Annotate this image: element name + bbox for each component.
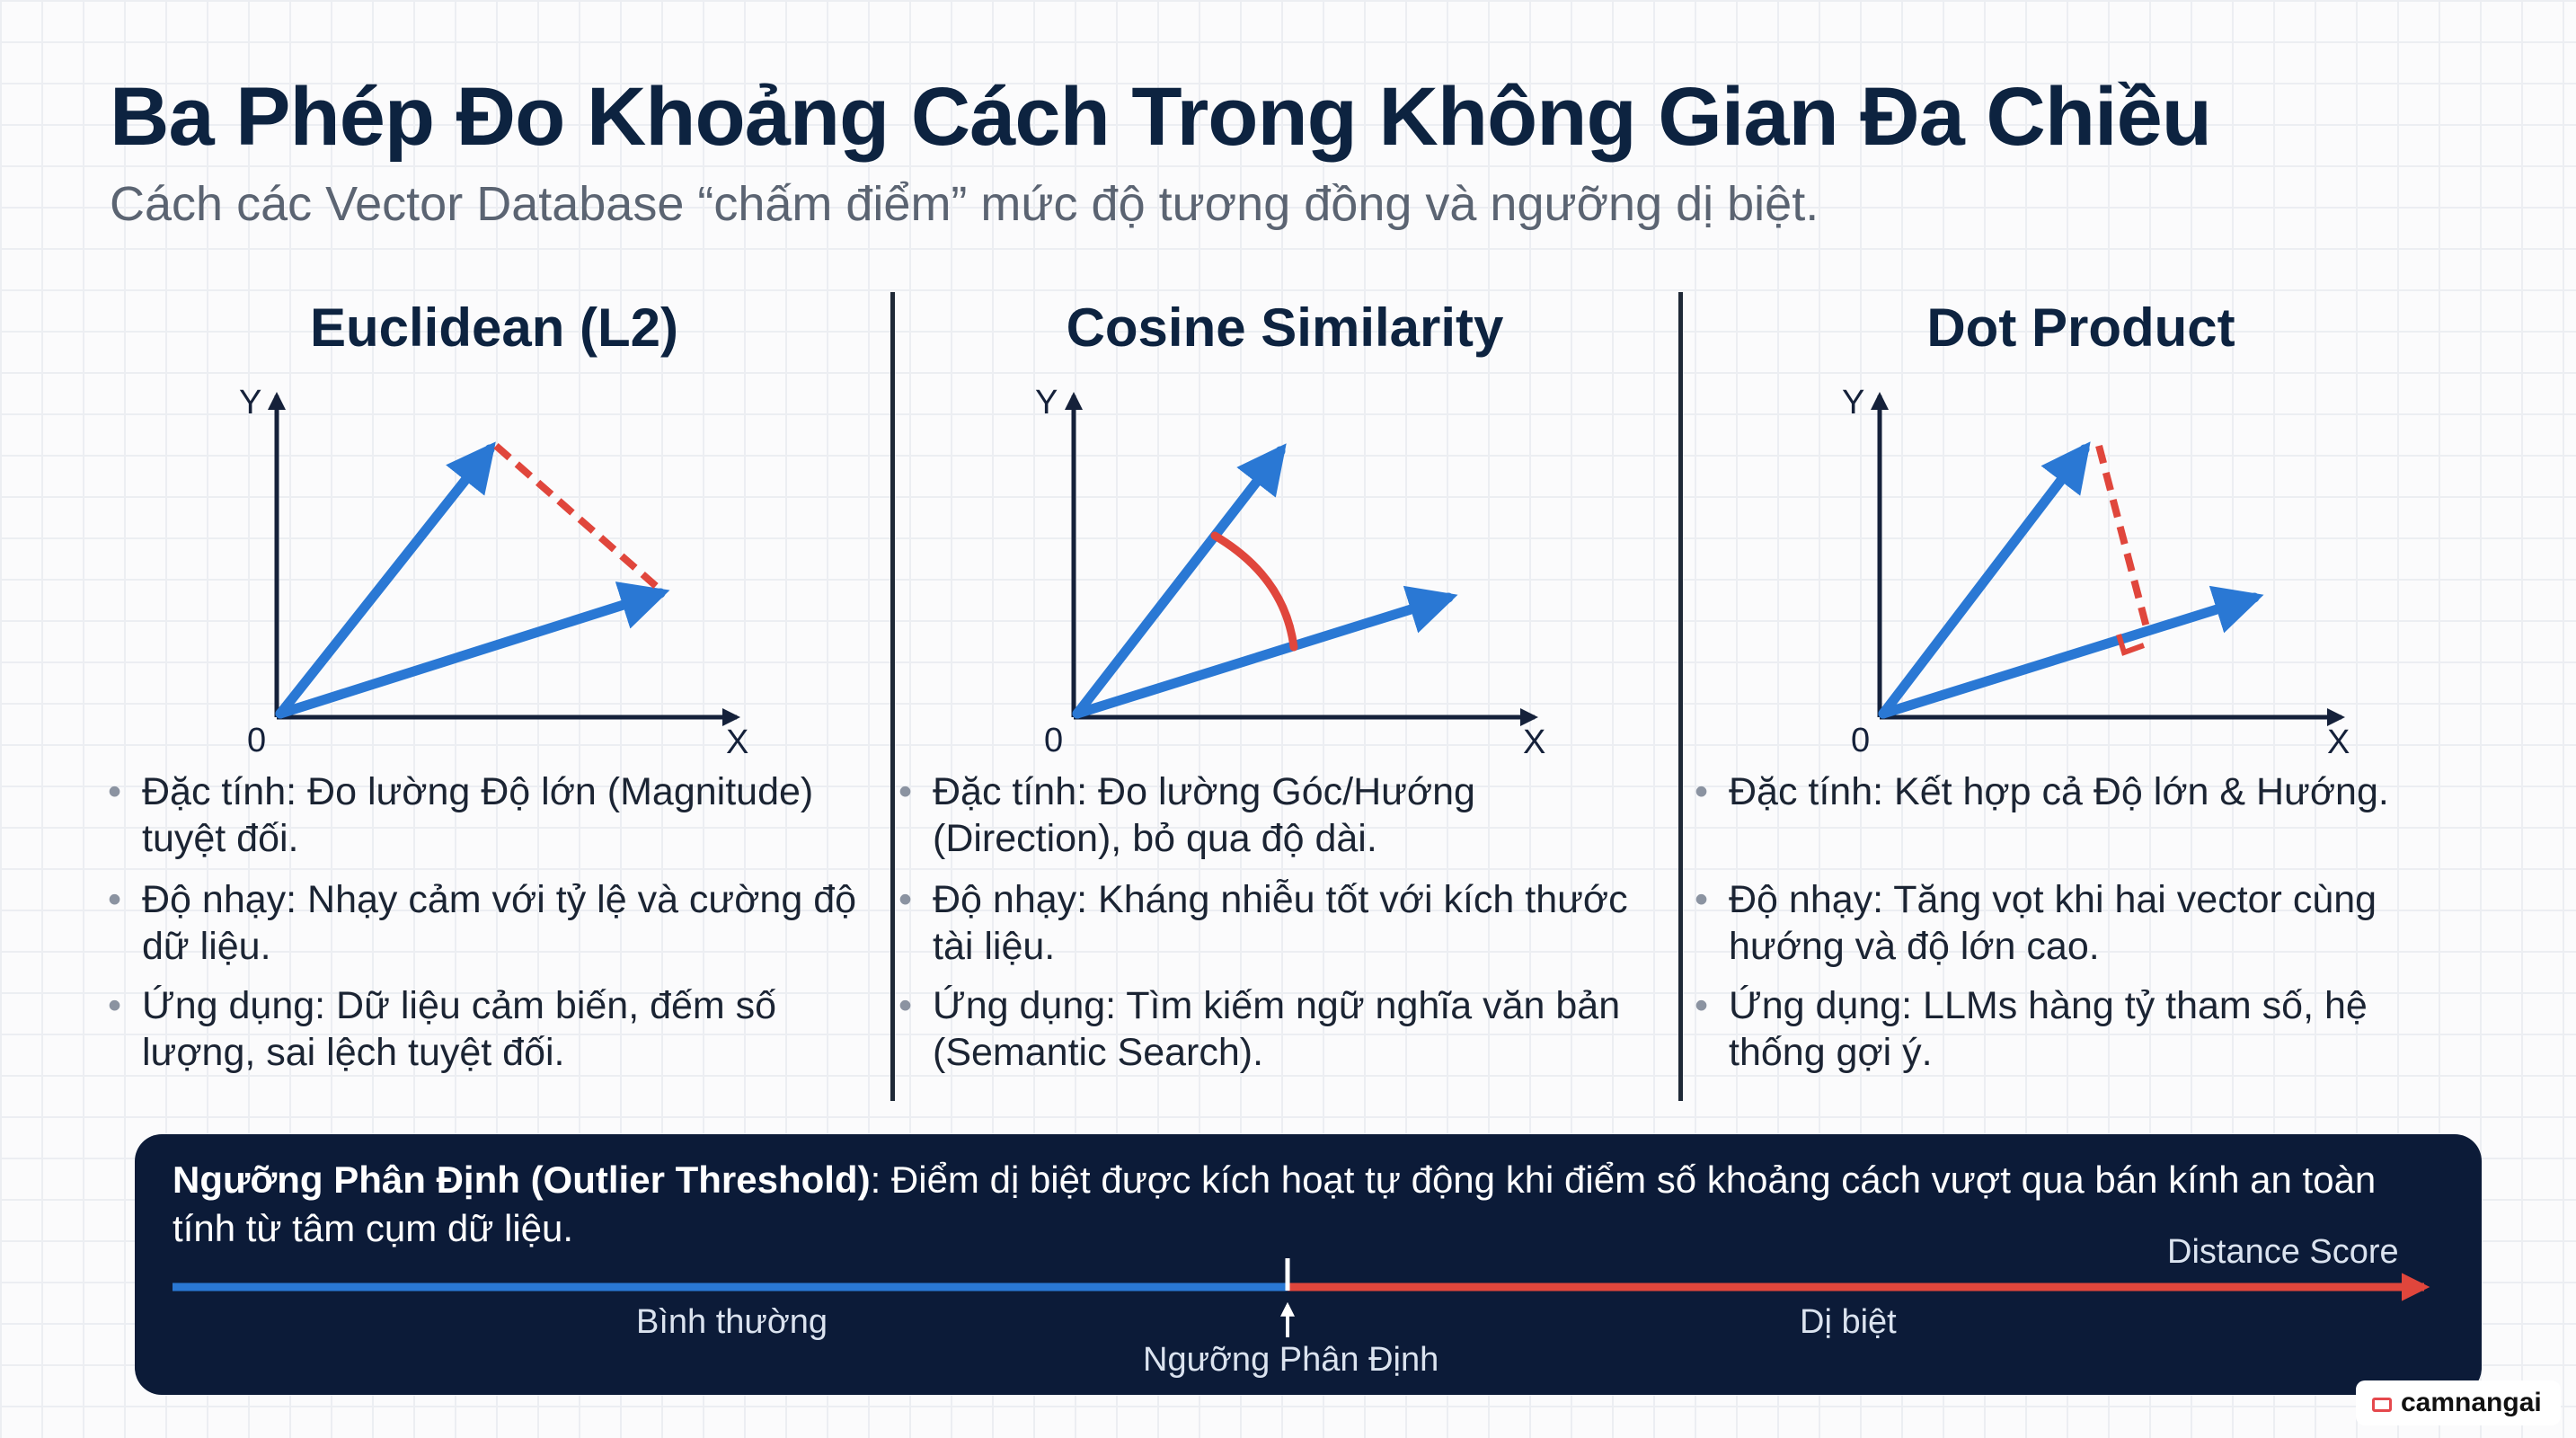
list-item: Độ nhạy: Nhạy cảm với tỷ lệ và cường độ … bbox=[108, 876, 879, 970]
y-axis-label: Y bbox=[1035, 384, 1058, 422]
distance-score-label: Distance Score bbox=[2167, 1233, 2399, 1271]
x-axis-label: X bbox=[1523, 723, 1545, 755]
panel-title: Dot Product bbox=[1926, 297, 2235, 358]
cosine-diagram: Y X 0 bbox=[1035, 384, 1545, 755]
projection-line bbox=[2095, 444, 2150, 629]
list-item: Đặc tính: Kết hợp cả Độ lớn & Hướng. bbox=[1695, 768, 2465, 815]
watermark-badge: camnangai bbox=[2356, 1380, 2561, 1425]
x-axis-label: X bbox=[2327, 723, 2350, 755]
origin-label: 0 bbox=[1851, 722, 1870, 755]
panel-title: Euclidean (L2) bbox=[309, 297, 679, 358]
threshold-description: Ngưỡng Phân Định (Outlier Threshold): Đi… bbox=[173, 1156, 2401, 1253]
outlier-label: Dị biệt bbox=[1800, 1303, 1897, 1341]
dot-product-diagram: Y X 0 bbox=[1842, 384, 2350, 755]
right-angle-mark bbox=[2116, 634, 2146, 656]
panel-cosine: Cosine Similarity Y X 0 Đặc tính: Đo lườ… bbox=[899, 297, 1671, 1096]
list-item: Đặc tính: Đo lường Độ lớn (Magnitude) tu… bbox=[108, 768, 879, 862]
threshold-marker-label: Ngưỡng Phân Định bbox=[1143, 1341, 1439, 1379]
euclidean-diagram: Y X 0 bbox=[239, 384, 748, 755]
list-item: Ứng dụng: LLMs hàng tỷ tham số, hệ thống… bbox=[1695, 982, 2465, 1076]
panel-dot-product: Dot Product Y X 0 Đặc tính: Kết hợp cả Đ… bbox=[1695, 297, 2467, 1096]
y-axis-label: Y bbox=[239, 384, 261, 422]
list-item: Ứng dụng: Tìm kiếm ngữ nghĩa văn bản (Se… bbox=[899, 982, 1669, 1076]
threshold-banner: Ngưỡng Phân Định (Outlier Threshold): Đi… bbox=[135, 1134, 2482, 1395]
vector-a bbox=[1072, 443, 1287, 719]
badge-text: camnangai bbox=[2401, 1388, 2542, 1417]
divider bbox=[1678, 292, 1683, 1101]
book-icon bbox=[2372, 1398, 2392, 1412]
distance-line bbox=[493, 442, 659, 590]
page-title: Ba Phép Đo Khoảng Cách Trong Không Gian … bbox=[110, 71, 2212, 163]
panel-title: Cosine Similarity bbox=[1066, 297, 1504, 358]
divider bbox=[890, 292, 895, 1101]
origin-label: 0 bbox=[247, 722, 266, 755]
panel-euclidean: Euclidean (L2) Y X 0 Đặc tính: Đo lường … bbox=[108, 297, 881, 1096]
list-item: Độ nhạy: Kháng nhiễu tốt với kích thước … bbox=[899, 876, 1669, 970]
vector-a bbox=[275, 441, 496, 719]
angle-arc bbox=[1210, 531, 1298, 652]
vector-a bbox=[1878, 441, 2091, 719]
page-subtitle: Cách các Vector Database “chấm điểm” mức… bbox=[110, 177, 1819, 231]
vector-b bbox=[275, 581, 670, 719]
origin-label: 0 bbox=[1044, 722, 1063, 755]
vector-b bbox=[1072, 585, 1458, 719]
x-axis-label: X bbox=[726, 723, 748, 755]
y-axis-label: Y bbox=[1842, 384, 1864, 422]
distance-scale bbox=[173, 1258, 2430, 1337]
threshold-text: : Điểm dị biệt được kích hoạt tự động kh… bbox=[173, 1158, 2377, 1249]
list-item: Ứng dụng: Dữ liệu cảm biến, đếm số lượng… bbox=[108, 982, 879, 1076]
list-item: Đặc tính: Đo lường Góc/Hướng (Direction)… bbox=[899, 768, 1669, 862]
threshold-label: Ngưỡng Phân Định (Outlier Threshold) bbox=[173, 1158, 871, 1201]
vector-b bbox=[1878, 585, 2264, 719]
list-item: Độ nhạy: Tăng vọt khi hai vector cùng hư… bbox=[1695, 876, 2465, 970]
normal-label: Bình thường bbox=[636, 1303, 828, 1341]
